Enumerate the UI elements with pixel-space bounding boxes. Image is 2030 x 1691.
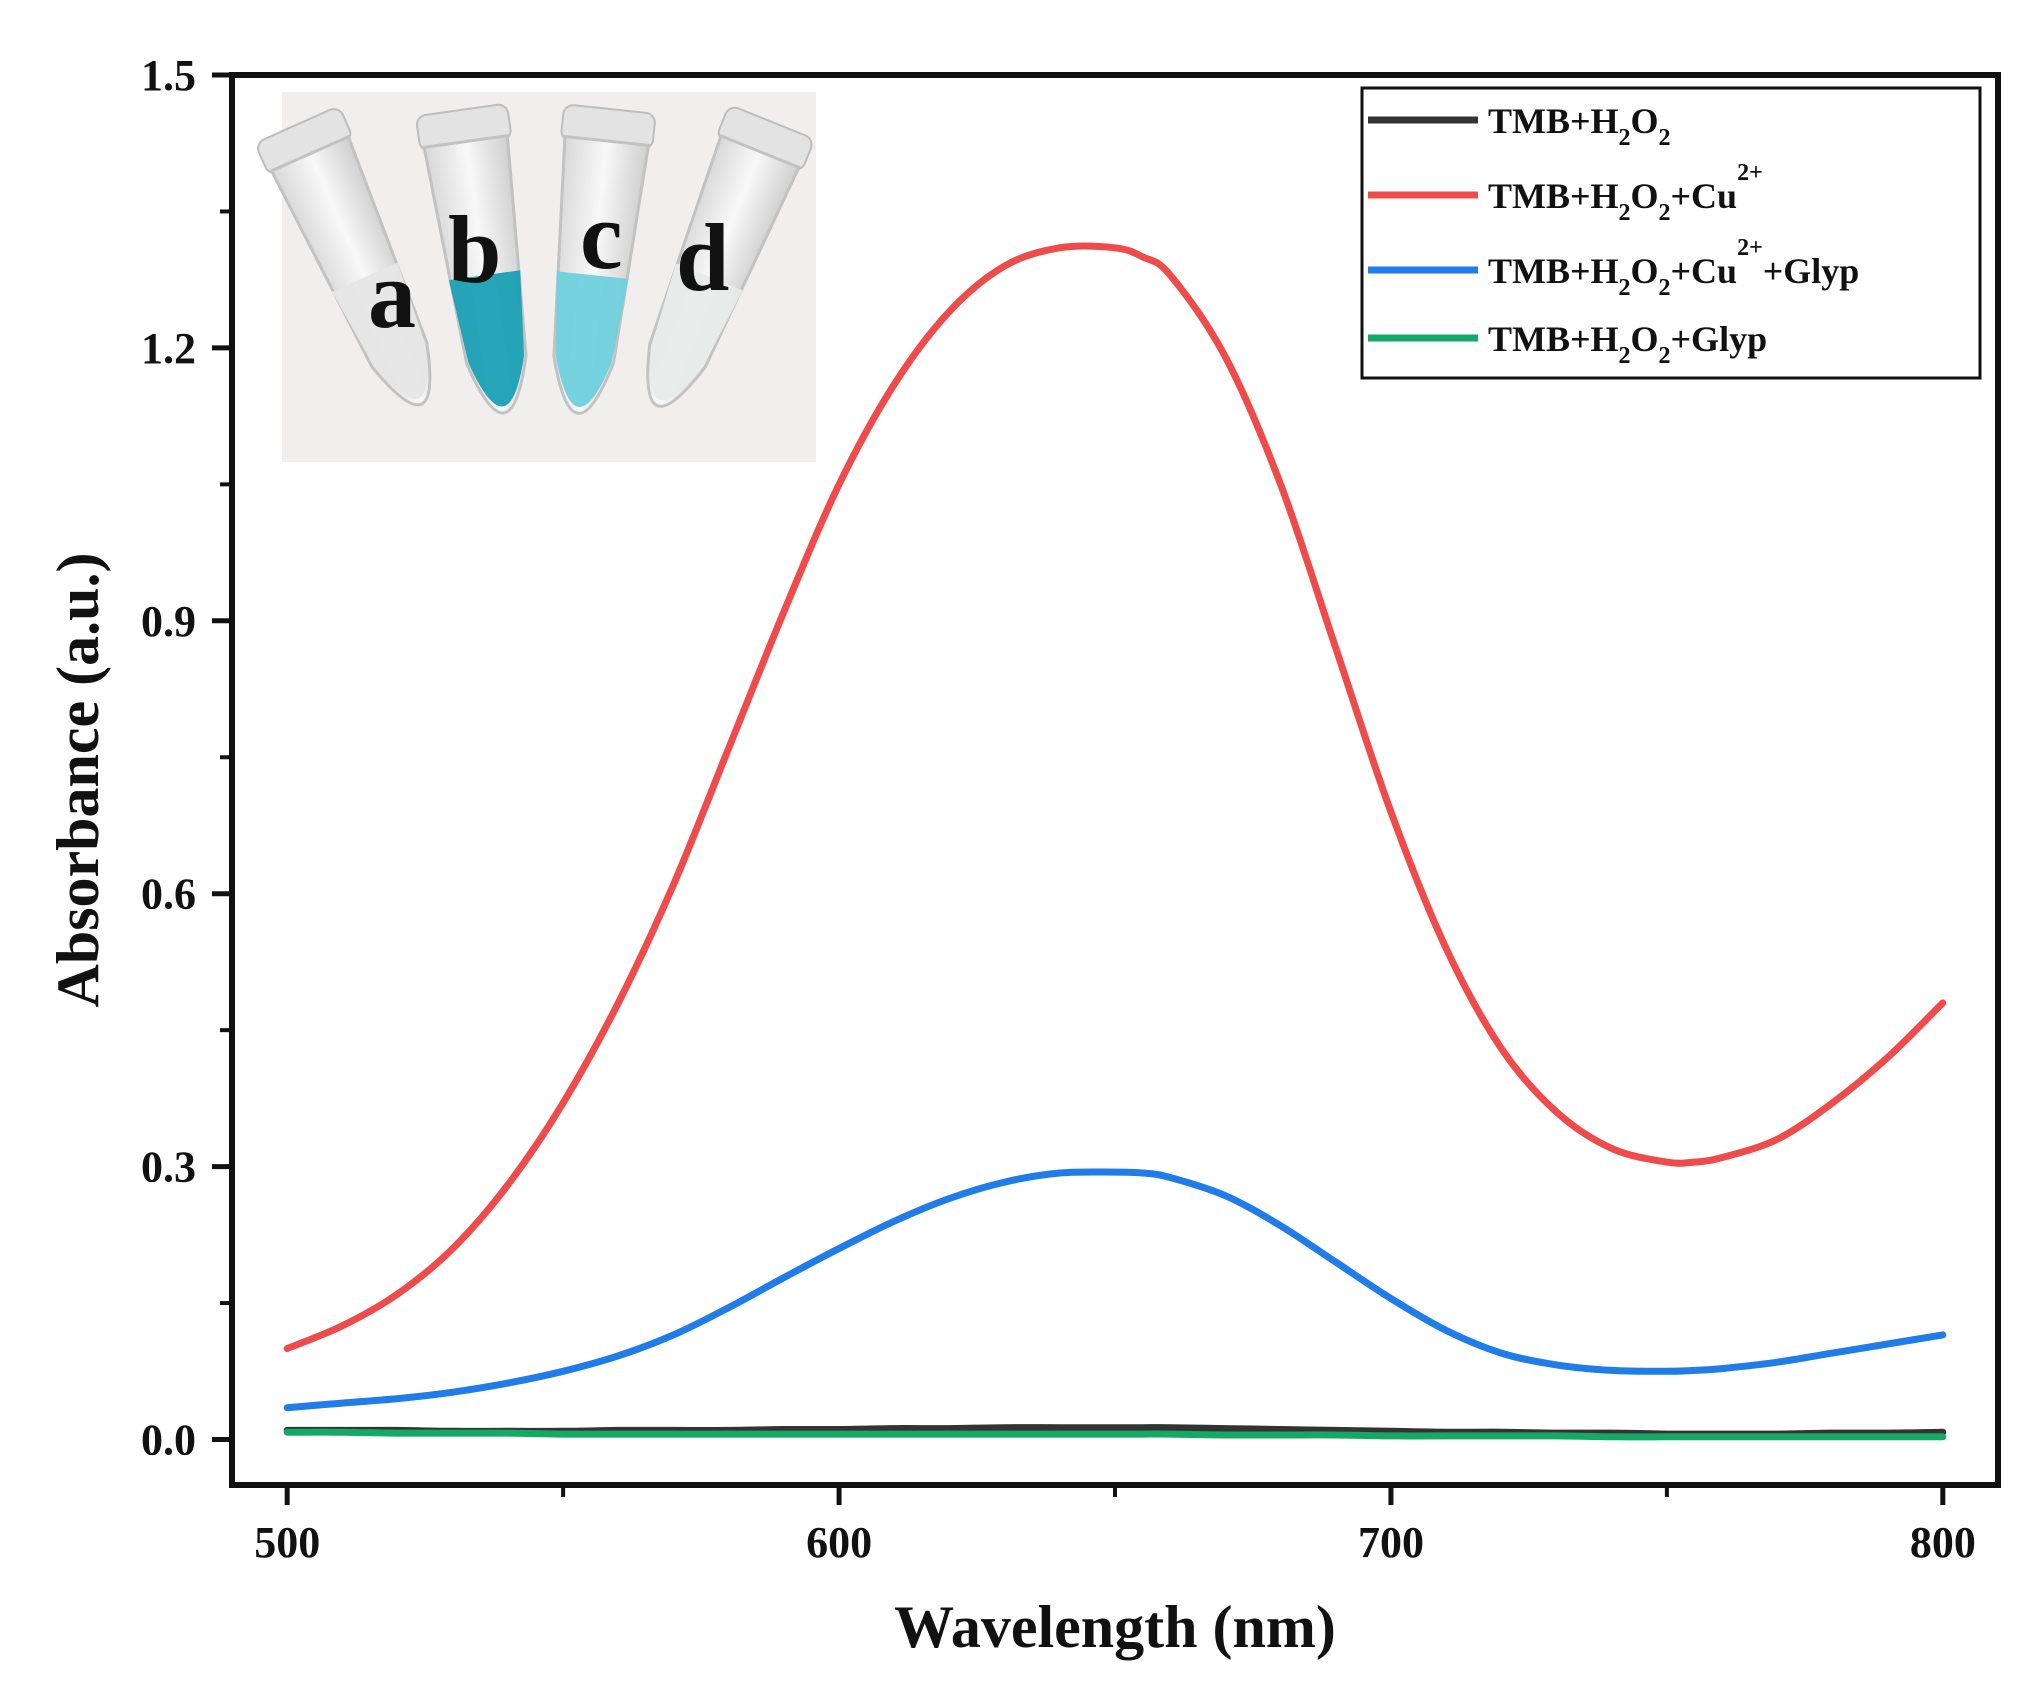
series-layer	[283, 242, 1947, 1441]
series-line-3	[283, 1168, 1947, 1412]
legend-label-3: TMB+H2O2+Cu2++Glyp	[1488, 235, 1859, 301]
inset-label-d: d	[676, 204, 729, 311]
y-tick-label: 0.3	[141, 1143, 196, 1192]
legend-label-1: TMB+H2O2	[1488, 101, 1671, 151]
x-tick-label: 700	[1358, 1518, 1424, 1567]
y-tick-label: 0.9	[141, 597, 196, 646]
series-line-2	[283, 242, 1947, 1352]
legend-box	[1360, 86, 1982, 380]
x-tick-label: 500	[254, 1518, 320, 1567]
axis-tick-labels: 500 600 700 800 0.0 0.3 0.6 0.9 1.2 1.5	[141, 51, 1976, 1567]
inset-tube-4	[646, 106, 813, 408]
y-tick-label: 1.2	[141, 324, 196, 373]
inset-label-c: c	[580, 182, 623, 289]
inset-photo: a b c d	[257, 92, 816, 462]
inset-tube-1	[257, 108, 432, 407]
inset-tube-3	[552, 104, 656, 415]
y-tick-label: 1.5	[141, 51, 196, 100]
x-axis-title: Wavelength (nm)	[894, 1594, 1336, 1660]
x-tick-label: 800	[1910, 1518, 1976, 1567]
inset-tubes	[257, 103, 813, 415]
inset-tube-2	[416, 103, 528, 415]
x-tick-label: 600	[806, 1518, 872, 1567]
legend-label-2: TMB+H2O2+Cu2+	[1488, 160, 1763, 226]
y-axis-title: Absorbance (a.u.)	[45, 552, 111, 1007]
y-tick-label: 0.6	[141, 870, 196, 919]
legend: TMB+H2O2 TMB+H2O2+Cu2+ TMB+H2O2+Cu2++Glyp T…	[1360, 86, 1982, 380]
y-tick-label: 0.0	[141, 1416, 196, 1465]
legend-label-4: TMB+H2O2+Glyp	[1488, 319, 1767, 369]
axis-ticks	[212, 72, 1946, 1505]
inset-label-a: a	[368, 241, 416, 348]
inset-label-b: b	[448, 196, 501, 303]
series-line-4	[283, 1428, 1947, 1441]
